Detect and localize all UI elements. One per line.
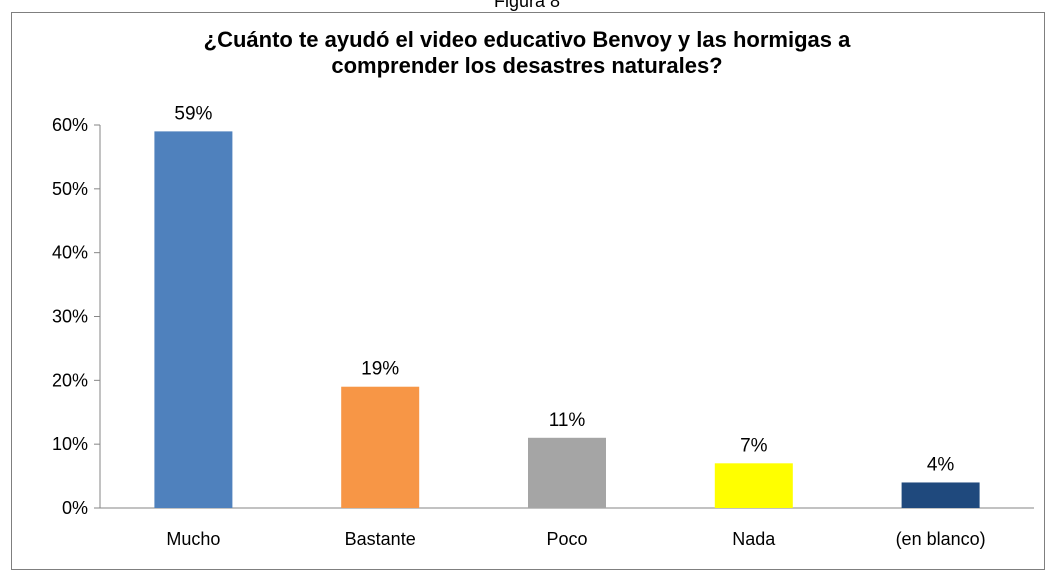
y-tick-label: 0% bbox=[62, 498, 88, 518]
category-label: (en blanco) bbox=[896, 529, 986, 549]
y-tick-label: 30% bbox=[52, 307, 88, 327]
y-tick-label: 20% bbox=[52, 370, 88, 390]
chart-title-line-2: comprender los desastres naturales? bbox=[331, 53, 723, 78]
chart-title: ¿Cuánto te ayudó el video educativo Benv… bbox=[0, 27, 1054, 79]
bar bbox=[901, 482, 980, 508]
y-tick-label: 50% bbox=[52, 179, 88, 199]
y-tick-label: 40% bbox=[52, 243, 88, 263]
data-label: 19% bbox=[361, 359, 399, 380]
category-label: Nada bbox=[732, 529, 776, 549]
bar bbox=[341, 386, 420, 508]
chart-title-line-1: ¿Cuánto te ayudó el video educativo Benv… bbox=[203, 27, 851, 52]
category-label: Poco bbox=[546, 529, 587, 549]
data-label: 4% bbox=[927, 454, 955, 475]
bar bbox=[714, 463, 793, 508]
category-label: Bastante bbox=[345, 529, 416, 549]
bar bbox=[154, 131, 233, 508]
bar bbox=[528, 437, 606, 508]
data-label: 11% bbox=[549, 410, 586, 431]
data-label: 7% bbox=[740, 435, 768, 456]
y-tick-label: 10% bbox=[52, 434, 88, 454]
y-tick-label: 60% bbox=[52, 115, 88, 135]
category-label: Mucho bbox=[166, 529, 220, 549]
data-label: 59% bbox=[174, 103, 212, 124]
figure-caption: Figura 8 bbox=[493, 0, 561, 11]
